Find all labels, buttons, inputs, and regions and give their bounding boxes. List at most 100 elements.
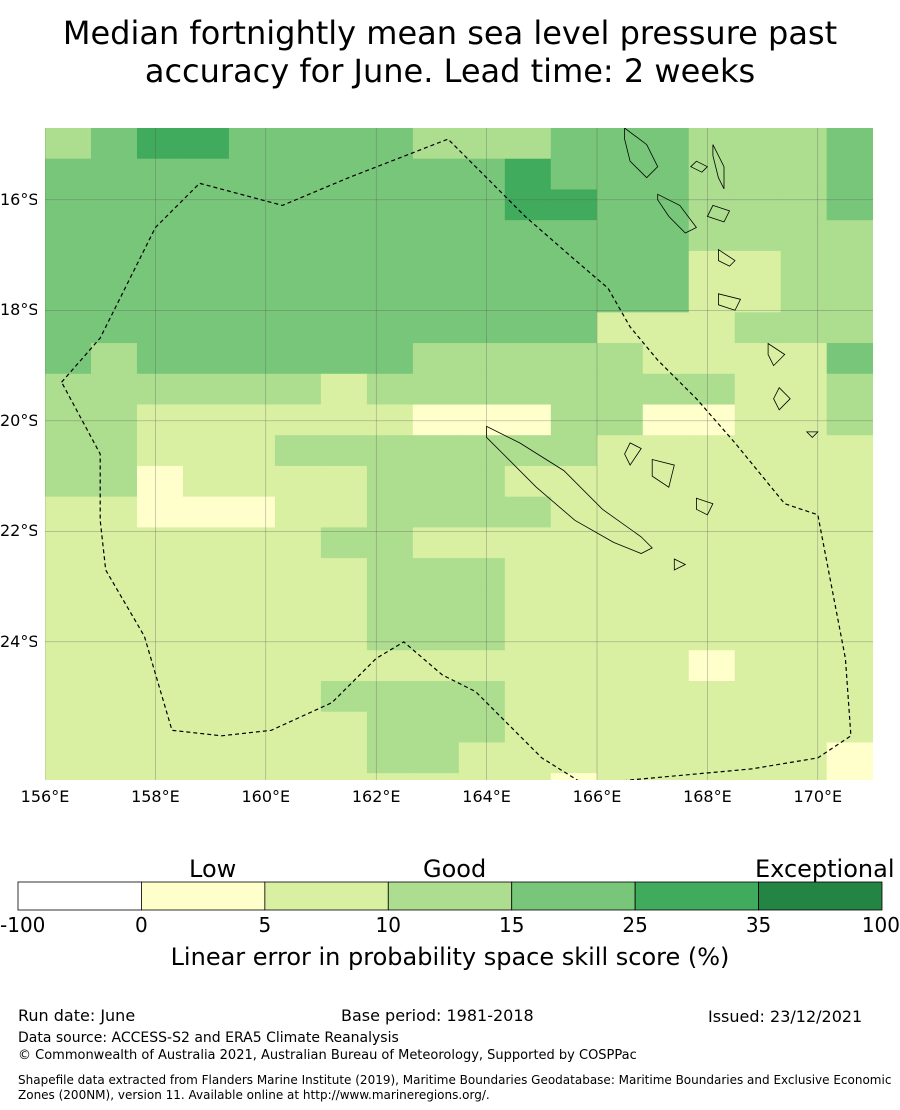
skill-cell	[642, 435, 690, 467]
skill-cell	[734, 189, 782, 221]
skill-cell	[504, 558, 552, 590]
skill-cell	[228, 619, 276, 651]
colorbar-segment	[758, 881, 883, 911]
skill-cell	[734, 742, 782, 774]
colorbar	[17, 881, 883, 911]
skill-cell	[366, 250, 414, 283]
skill-cell	[366, 312, 414, 344]
skill-cell	[780, 189, 828, 221]
skill-cell	[504, 281, 552, 313]
skill-cell	[458, 650, 506, 682]
skill-cell	[90, 742, 138, 774]
skill-cell	[734, 773, 782, 780]
skill-cell	[688, 158, 736, 191]
skill-cell	[780, 496, 828, 528]
skill-cell	[826, 128, 873, 160]
skill-cell	[90, 343, 138, 375]
skill-cell	[412, 343, 460, 375]
skill-cell	[90, 220, 138, 252]
skill-cell	[412, 435, 460, 467]
skill-cell	[688, 373, 736, 406]
skill-cell	[228, 773, 276, 780]
skill-cell	[136, 588, 184, 621]
skill-cell	[826, 250, 873, 283]
skill-cell	[366, 404, 414, 436]
skill-cell	[274, 588, 322, 621]
latitude-label: 16°S	[0, 189, 37, 209]
skill-cell	[228, 527, 276, 559]
skill-cell	[504, 496, 552, 528]
skill-cell	[228, 250, 276, 283]
skill-cell	[458, 773, 506, 780]
skill-cell	[688, 189, 736, 221]
skill-cell	[458, 373, 506, 406]
skill-cell	[550, 558, 598, 590]
skill-cell	[90, 650, 138, 682]
skill-cell	[642, 404, 690, 436]
skill-cell	[412, 220, 460, 252]
skill-cell	[321, 804, 368, 835]
skill-cell	[412, 250, 460, 283]
skill-cell	[90, 373, 138, 406]
skill-cell	[182, 435, 230, 467]
island-outline	[712, 144, 725, 189]
skill-cell	[734, 158, 782, 191]
skill-cell	[274, 773, 322, 780]
skill-cell	[734, 128, 782, 160]
skill-cell	[734, 558, 782, 590]
skill-cell	[320, 435, 368, 467]
skill-cell	[642, 220, 690, 252]
skill-cell	[734, 250, 782, 283]
skill-cell	[688, 650, 736, 682]
skill-cell	[45, 588, 92, 621]
island-outline	[673, 558, 687, 571]
skill-cell	[45, 343, 92, 375]
skill-cell	[458, 220, 506, 252]
skill-cell	[551, 804, 598, 835]
skill-cell	[688, 773, 736, 780]
skill-cell	[90, 404, 138, 436]
skill-cell	[228, 312, 276, 344]
skill-cell	[182, 742, 230, 774]
skill-cell	[596, 711, 644, 744]
island-outline	[486, 425, 653, 554]
skill-cell	[642, 343, 690, 375]
island-outline	[624, 442, 642, 466]
skill-cell	[274, 373, 322, 406]
skill-cell	[458, 128, 506, 160]
latitude-label: 22°S	[0, 521, 37, 541]
skill-cell	[504, 343, 552, 375]
skill-cell	[688, 527, 736, 559]
skill-cell	[642, 312, 690, 344]
skill-cell	[458, 742, 506, 774]
colorbar-segment	[141, 881, 266, 911]
skill-cell	[826, 281, 873, 313]
skill-cell	[182, 312, 230, 344]
colorbar-tick-label: 35	[745, 913, 772, 937]
colorbar-segment	[511, 881, 636, 911]
skill-cell	[504, 680, 552, 713]
skill-cell	[596, 158, 644, 191]
skill-cell	[780, 742, 828, 774]
map-title: Median fortnightly mean sea level pressu…	[0, 14, 900, 90]
skill-cell	[366, 128, 414, 160]
longitude-label: 170°E	[793, 787, 843, 806]
skill-cell	[734, 373, 782, 406]
skill-cell	[504, 128, 552, 160]
skill-cell	[274, 527, 322, 559]
skill-cell	[274, 496, 322, 528]
skill-cell	[596, 527, 644, 559]
skill-cell	[182, 773, 230, 780]
skill-cell	[90, 128, 138, 160]
island-outline	[690, 160, 709, 173]
skill-cell	[780, 680, 828, 713]
skill-cell	[274, 619, 322, 651]
skill-cell	[320, 527, 368, 559]
skill-cell	[274, 128, 322, 160]
skill-cell	[412, 527, 460, 559]
skill-cell	[412, 558, 460, 590]
skill-cell	[688, 680, 736, 713]
skill-cell	[642, 588, 690, 621]
skill-cell	[90, 588, 138, 621]
skill-cell	[366, 773, 414, 780]
